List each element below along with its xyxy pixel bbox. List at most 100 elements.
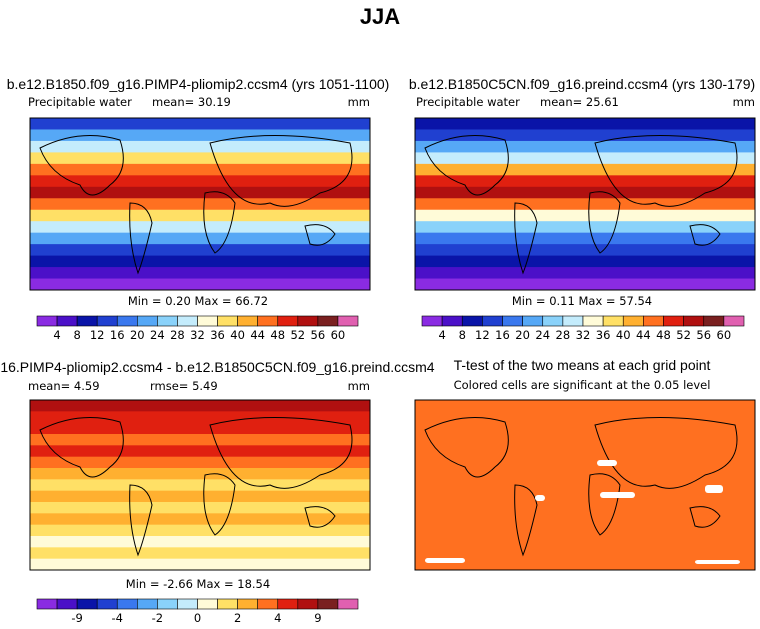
map-band [30, 468, 370, 480]
colorbar-box [177, 598, 198, 610]
coastline [689, 506, 721, 528]
panel-units: mm [348, 379, 370, 393]
colorbar-label: 52 [676, 328, 691, 342]
colorbar-label: 0 [194, 611, 201, 625]
panel-units: mm [733, 95, 755, 109]
panel-rmse: rmse= 5.49 [150, 379, 218, 393]
colorbar-box [157, 315, 178, 327]
colorbar-box [237, 598, 258, 610]
colorbar-box [562, 315, 584, 327]
insignificant-region [425, 558, 465, 563]
map-band [415, 278, 755, 291]
insignificant-region [535, 495, 545, 501]
colorbar-box [622, 315, 644, 327]
colorbar-box [277, 598, 299, 610]
colorbar-box [317, 315, 339, 327]
colorbar-box [542, 315, 564, 327]
map-band [30, 267, 370, 280]
map-band [30, 445, 370, 458]
map [414, 117, 756, 291]
map-band [415, 118, 755, 130]
map-band [30, 129, 370, 142]
map-band [415, 152, 755, 165]
panel-mean: mean= 30.19 [152, 95, 231, 109]
colorbar-box [217, 315, 238, 327]
colorbar-label: 44 [250, 328, 265, 342]
colorbar-label: 44 [636, 328, 651, 342]
colorbar-label: 8 [73, 328, 80, 342]
colorbar-box [137, 598, 158, 610]
colorbar-box [237, 315, 258, 327]
map-band [415, 175, 755, 188]
colorbar-label: 28 [556, 328, 571, 342]
colorbar-box [337, 598, 359, 610]
panel-subtitle: Colored cells are significant at the 0.0… [454, 378, 711, 392]
colorbar-box [76, 315, 98, 327]
map-band [415, 129, 755, 142]
colorbar-label: 20 [515, 328, 530, 342]
map-band [30, 536, 370, 548]
colorbar-label: 56 [696, 328, 711, 342]
coastline [209, 417, 353, 489]
colorbar-label: 28 [170, 328, 185, 342]
map-band [30, 175, 370, 188]
colorbar-box [297, 315, 319, 327]
coastline [514, 202, 538, 275]
map-band [415, 267, 755, 280]
map-band [30, 434, 370, 446]
colorbar-box [56, 315, 78, 327]
colorbar-box [157, 598, 178, 610]
map-band [30, 163, 370, 176]
map-frame [414, 117, 756, 291]
map [29, 399, 371, 571]
insignificant-region [705, 485, 723, 493]
map-band [30, 513, 370, 526]
colorbar-box [482, 315, 503, 327]
colorbar-label: 8 [459, 328, 466, 342]
colorbar-box [703, 315, 725, 327]
colorbar-box [317, 598, 339, 610]
map-band [30, 547, 370, 560]
colorbar-label: 9 [314, 611, 321, 625]
map-band [415, 244, 755, 257]
panel-left-label: Precipitable water [28, 95, 132, 109]
colorbar-label: 4 [438, 328, 445, 342]
map-band [415, 255, 755, 268]
map-band [30, 479, 370, 492]
map-band [415, 140, 755, 153]
colorbar-box [197, 598, 218, 610]
colorbar-box [96, 315, 118, 327]
map-band [30, 232, 370, 245]
colorbar-box [522, 315, 544, 327]
coastline [39, 135, 124, 196]
map-band [30, 198, 370, 211]
colorbar-box [337, 315, 359, 327]
colorbar-label: 40 [230, 328, 245, 342]
map-band [30, 244, 370, 257]
colorbar-label: -2 [152, 611, 163, 625]
coastline [594, 417, 738, 489]
panel-stats: Min = 0.11 Max = 57.54 [512, 294, 652, 308]
panel-title: T-test of the two means at each grid poi… [454, 357, 711, 373]
panel-stats: Min = 0.20 Max = 66.72 [128, 294, 268, 308]
coastline [588, 191, 621, 254]
map-frame [29, 117, 371, 291]
map-frame [414, 399, 756, 571]
panel-title: .f09_g16.PIMP4-pliomip2.ccsm4 - b.e12.B1… [0, 359, 435, 375]
coastline [514, 484, 538, 557]
map-band [30, 118, 370, 130]
map-band [30, 524, 370, 537]
colorbar-label: 4 [53, 328, 60, 342]
colorbar-box [137, 315, 158, 327]
map-band [30, 490, 370, 503]
colorbar-box [502, 315, 523, 327]
colorbar-label: 32 [576, 328, 591, 342]
coastline [424, 417, 509, 478]
colorbar-label: 16 [495, 328, 510, 342]
coastline [424, 135, 509, 196]
map-band [415, 221, 755, 234]
panel-title: b.e12.B1850C5CN.f09_g16.preind.ccsm4 (yr… [409, 76, 755, 92]
colorbar-box [36, 598, 58, 610]
colorbar-box [36, 315, 58, 327]
